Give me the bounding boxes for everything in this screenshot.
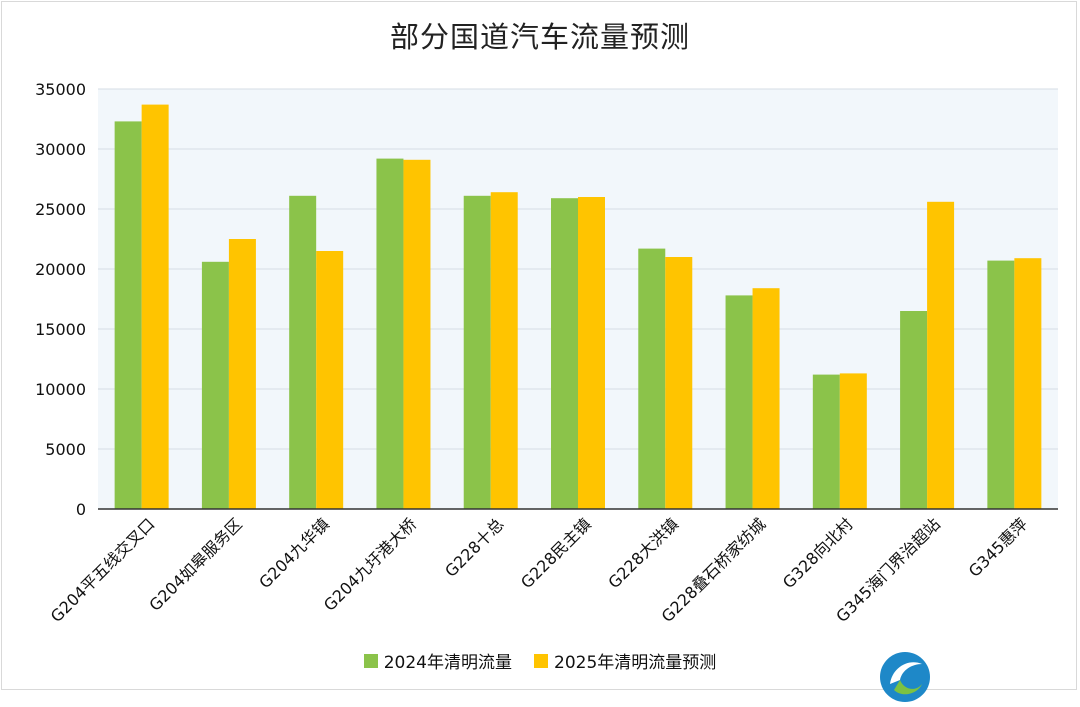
legend-item-2025: 2025年清明流量预测 [534, 648, 716, 673]
bar-2025 [927, 201, 955, 510]
bar-2025 [228, 239, 256, 509]
x-tick-label: G228十总 [441, 514, 507, 580]
bar-2025 [490, 192, 518, 509]
bar-2024 [463, 195, 491, 510]
bar-2024 [201, 261, 229, 509]
bar-2024 [812, 374, 840, 509]
y-tick-label: 0 [76, 500, 86, 519]
x-tick-label: G204如皋服务区 [145, 514, 245, 614]
x-tick-label: G328向北村 [779, 514, 857, 592]
bar-2024 [551, 198, 578, 509]
bar-2025 [839, 373, 867, 509]
bar-2025 [1014, 258, 1042, 509]
bar-2025 [665, 257, 693, 509]
x-tick-label: G345惠萍 [965, 514, 1031, 580]
x-tick-label: G228大洪镇 [604, 514, 682, 592]
bar-2024 [289, 195, 317, 510]
y-tick-label: 5000 [45, 440, 86, 459]
bar-2024 [376, 158, 404, 509]
x-tick-label: G204平五线交叉口 [47, 514, 159, 626]
y-tick-label: 30000 [35, 140, 86, 159]
bar-2025 [141, 104, 169, 509]
bar-2025 [316, 251, 344, 509]
legend-item-2024: 2024年清明流量 [363, 648, 512, 673]
bar-2025 [578, 197, 605, 509]
legend-swatch-2024 [363, 653, 378, 668]
y-tick-label: 25000 [35, 200, 86, 219]
bar-2025 [403, 159, 431, 510]
chart-title: 部分国道汽车流量预测 [389, 20, 690, 54]
x-tick-label: G228民主镇 [517, 514, 595, 592]
bar-2024 [900, 311, 928, 509]
y-tick-label: 10000 [35, 380, 86, 399]
y-tick-label: 15000 [35, 320, 86, 339]
bar-2024 [638, 248, 666, 509]
bar-2024 [114, 121, 142, 510]
legend-label-2025: 2025年清明流量预测 [554, 653, 717, 673]
y-tick-label: 35000 [35, 80, 86, 99]
brand-logo [880, 652, 930, 702]
legend-swatch-2025 [534, 653, 548, 668]
legend: 2024年清明流量 2025年清明流量预测 [0, 648, 1080, 673]
bar-2025 [752, 288, 780, 509]
bar-2024 [987, 260, 1015, 509]
legend-label-2024: 2024年清明流量 [383, 653, 512, 673]
y-tick-label: 20000 [35, 260, 86, 279]
x-tick-label: G204九圩港大桥 [320, 514, 420, 614]
bar-2024 [725, 295, 753, 509]
x-tick-label: G204九华镇 [255, 514, 333, 592]
